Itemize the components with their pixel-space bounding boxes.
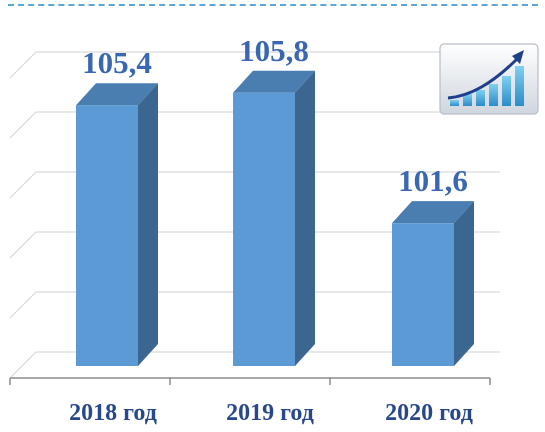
bar-1 (76, 83, 158, 366)
growth-chart-icon (440, 44, 538, 114)
bar-front (392, 223, 454, 366)
bar-2 (233, 71, 315, 366)
x-tick-label: 2020 год (385, 400, 473, 426)
data-label: 101,6 (398, 163, 468, 198)
bar-side (295, 71, 315, 366)
bar-side (454, 201, 474, 366)
bar-3 (392, 201, 474, 366)
bar-front (233, 93, 295, 366)
x-axis: 2018 год 2019 год 2020 год (10, 378, 490, 426)
x-tick-label: 2019 год (226, 400, 314, 426)
bar-front (76, 105, 138, 366)
x-tick-label: 2018 год (69, 400, 157, 426)
data-label: 105,8 (239, 33, 309, 68)
data-label: 105,4 (82, 45, 152, 80)
bar-side (138, 83, 158, 366)
bars (76, 71, 474, 366)
